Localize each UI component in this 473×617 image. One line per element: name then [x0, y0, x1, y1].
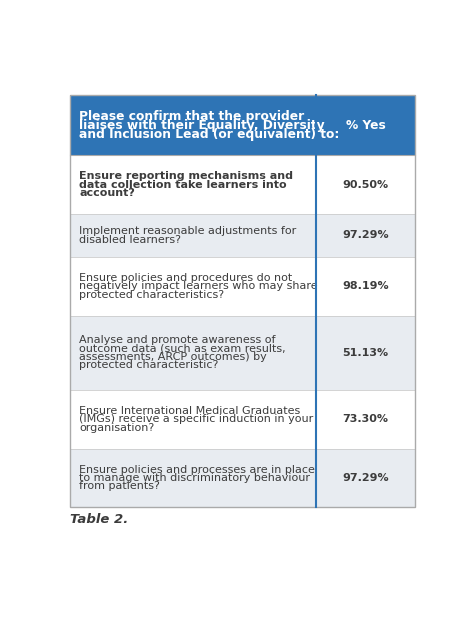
Text: Ensure reporting mechanisms and: Ensure reporting mechanisms and: [79, 172, 293, 181]
Text: data collection take learners into: data collection take learners into: [79, 180, 287, 189]
Text: to manage with discriminatory behaviour: to manage with discriminatory behaviour: [79, 473, 310, 483]
Text: Table 2.: Table 2.: [70, 513, 128, 526]
Text: 98.19%: 98.19%: [342, 281, 389, 291]
Text: Analyse and promote awareness of: Analyse and promote awareness of: [79, 335, 276, 346]
Text: 51.13%: 51.13%: [342, 348, 389, 358]
Text: outcome data (such as exam results,: outcome data (such as exam results,: [79, 344, 286, 354]
Text: 97.29%: 97.29%: [342, 473, 389, 483]
Text: protected characteristics?: protected characteristics?: [79, 289, 224, 300]
Text: Ensure policies and processes are in place: Ensure policies and processes are in pla…: [79, 465, 315, 474]
Text: from patients?: from patients?: [79, 481, 160, 491]
Text: 97.29%: 97.29%: [342, 231, 389, 241]
Text: account?: account?: [79, 188, 135, 198]
Text: liaises with their Equality, Diversity: liaises with their Equality, Diversity: [79, 119, 325, 132]
Text: Implement reasonable adjustments for: Implement reasonable adjustments for: [79, 226, 297, 236]
Text: (IMGs) receive a specific induction in your: (IMGs) receive a specific induction in y…: [79, 414, 314, 424]
Text: Please confirm that the provider: Please confirm that the provider: [79, 110, 305, 123]
Text: % Yes: % Yes: [346, 119, 385, 132]
Text: disabled learners?: disabled learners?: [79, 234, 181, 244]
Text: 73.30%: 73.30%: [342, 414, 389, 424]
Text: and Inclusion Lead (or equivalent) to:: and Inclusion Lead (or equivalent) to:: [79, 128, 340, 141]
Text: Ensure International Medical Graduates: Ensure International Medical Graduates: [79, 406, 300, 416]
Text: Ensure policies and procedures do not: Ensure policies and procedures do not: [79, 273, 292, 283]
Text: 90.50%: 90.50%: [342, 180, 389, 189]
Text: protected characteristic?: protected characteristic?: [79, 360, 219, 370]
Bar: [70, 214, 316, 257]
Bar: [316, 214, 415, 257]
Text: assessments, ARCP outcomes) by: assessments, ARCP outcomes) by: [79, 352, 267, 362]
Text: negatively impact learners who may share: negatively impact learners who may share: [79, 281, 318, 291]
Text: organisation?: organisation?: [79, 423, 155, 433]
